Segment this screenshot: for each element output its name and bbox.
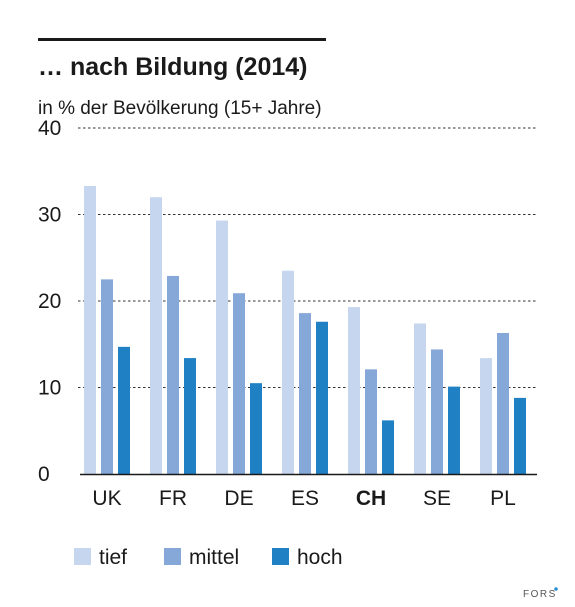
bar-ch-hoch bbox=[382, 420, 394, 474]
bar-group-fr bbox=[150, 197, 196, 474]
chart-title: … nach Bildung (2014) bbox=[38, 53, 307, 81]
bar-fr-tief bbox=[150, 197, 162, 474]
bar-group-uk bbox=[84, 185, 130, 474]
bar-uk-mittel bbox=[101, 279, 113, 474]
bar-se-tief bbox=[414, 323, 426, 474]
bar-pl-tief bbox=[480, 358, 492, 474]
legend-swatch bbox=[74, 548, 91, 565]
bar-se-hoch bbox=[448, 386, 460, 474]
bar-es-hoch bbox=[316, 321, 328, 474]
bars bbox=[84, 185, 526, 474]
bar-de-hoch bbox=[250, 383, 262, 474]
x-tick-label: FR bbox=[159, 487, 187, 510]
bar-group-se bbox=[414, 323, 460, 474]
title-rule bbox=[38, 38, 326, 41]
x-tick-label: DE bbox=[224, 487, 253, 510]
y-tick-label: 20 bbox=[38, 290, 61, 313]
bar-fr-hoch bbox=[184, 358, 196, 474]
x-tick-label: ES bbox=[291, 487, 319, 510]
legend-swatch bbox=[164, 548, 181, 565]
bar-pl-hoch bbox=[514, 397, 526, 474]
x-tick-label: CH bbox=[356, 487, 386, 510]
bar-se-mittel bbox=[431, 349, 443, 474]
bar-group-pl bbox=[480, 333, 526, 474]
bar-group-ch bbox=[348, 307, 394, 474]
y-tick-label: 40 bbox=[38, 117, 61, 140]
legend-label: hoch bbox=[297, 546, 343, 569]
bar-group-es bbox=[282, 270, 328, 474]
brand-logo: FORS bbox=[523, 587, 558, 600]
brand-text: FORS bbox=[523, 589, 557, 600]
bar-ch-mittel bbox=[365, 369, 377, 474]
bar-uk-hoch bbox=[118, 346, 130, 474]
brand-dot bbox=[554, 587, 558, 591]
legend-label: tief bbox=[99, 546, 127, 569]
x-axis-labels: UK FR DE ES CH SE PL bbox=[92, 487, 515, 510]
legend-label: mittel bbox=[189, 546, 239, 569]
y-tick-label: 0 bbox=[38, 463, 50, 486]
bar-uk-tief bbox=[84, 185, 96, 474]
y-tick-label: 10 bbox=[38, 377, 61, 400]
legend-item-hoch: hoch bbox=[272, 546, 343, 569]
x-tick-label: UK bbox=[92, 487, 121, 510]
legend: tief mittel hoch bbox=[74, 546, 343, 569]
x-tick-label: SE bbox=[423, 487, 451, 510]
bar-de-tief bbox=[216, 220, 228, 474]
bar-es-tief bbox=[282, 270, 294, 474]
bar-fr-mittel bbox=[167, 275, 179, 474]
legend-item-tief: tief bbox=[74, 546, 127, 569]
bar-es-mittel bbox=[299, 313, 311, 474]
y-tick-label: 30 bbox=[38, 204, 61, 227]
bar-pl-mittel bbox=[497, 333, 509, 474]
bar-group-de bbox=[216, 220, 262, 474]
chart-subtitle: in % der Bevölkerung (15+ Jahre) bbox=[38, 98, 322, 119]
bar-ch-tief bbox=[348, 307, 360, 474]
legend-swatch bbox=[272, 548, 289, 565]
y-axis-ticks: 0 10 20 30 40 bbox=[38, 117, 61, 486]
x-tick-label: PL bbox=[490, 487, 516, 510]
legend-item-mittel: mittel bbox=[164, 546, 239, 569]
bar-de-mittel bbox=[233, 293, 245, 474]
